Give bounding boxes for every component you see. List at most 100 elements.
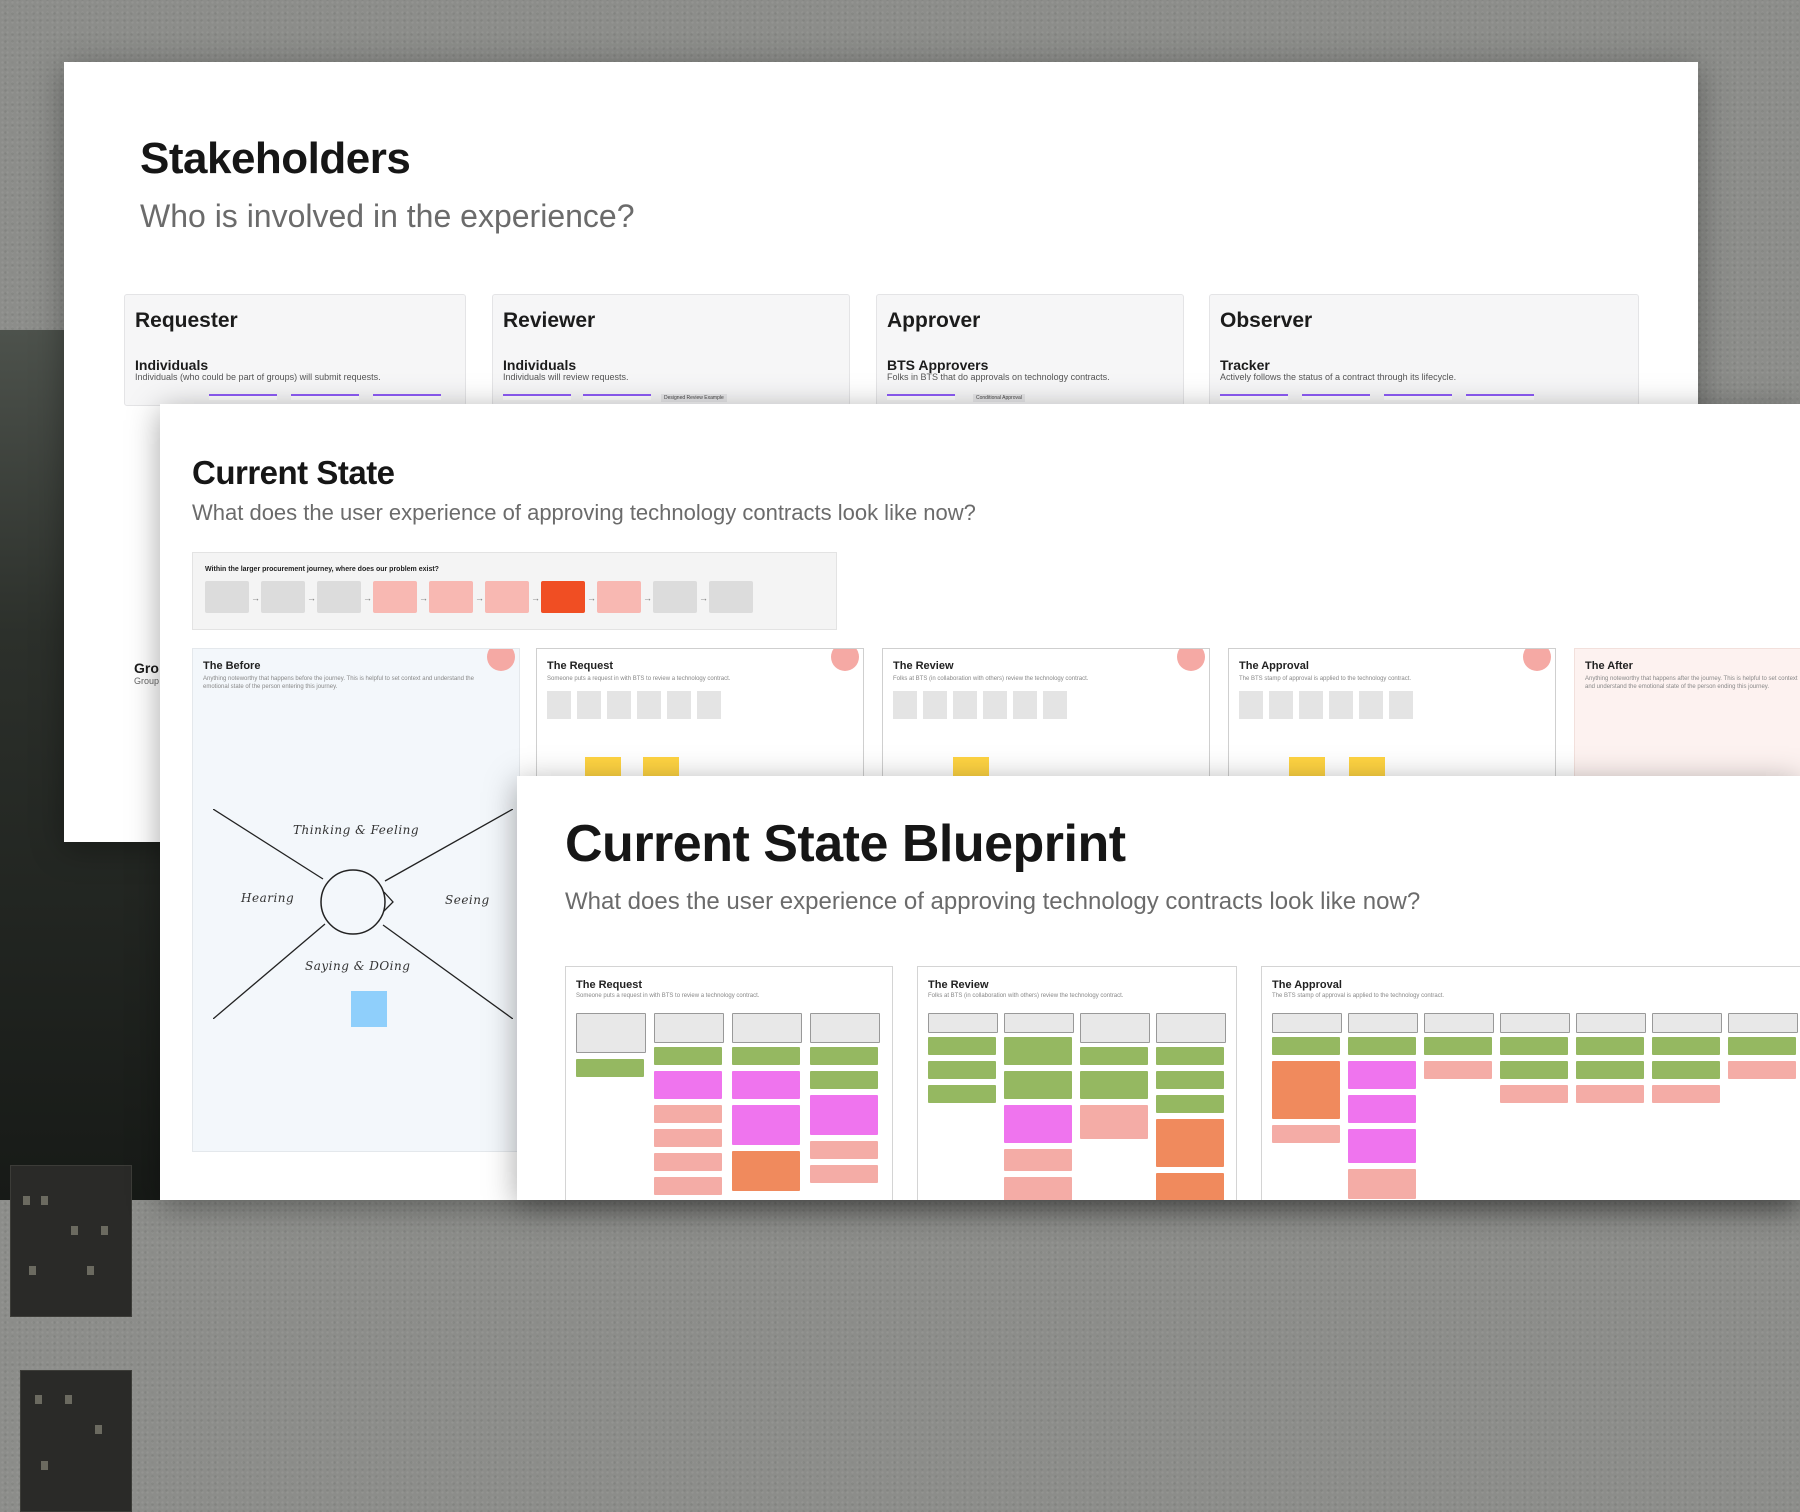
phase-title: The Request (547, 660, 614, 672)
sticky-note (577, 691, 601, 719)
arrow-right-icon: → (475, 593, 484, 603)
actor-cell (1080, 1047, 1148, 1065)
step-cell (1080, 1013, 1150, 1043)
actor-cell (1576, 1061, 1644, 1079)
actor-cell (732, 1047, 800, 1065)
phase-the-after[interactable]: The After Anything noteworthy that happe… (1574, 648, 1800, 779)
system-cell (654, 1177, 722, 1195)
feeling-cell (732, 1071, 800, 1099)
actor-cell (1348, 1037, 1416, 1055)
phase-the-before[interactable]: The Before Anything noteworthy that happ… (192, 648, 520, 1152)
stakeholder-card-reviewer[interactable]: Reviewer Individuals Individuals will re… (492, 294, 850, 406)
example-label: Designed Review Example (661, 394, 727, 402)
actor-cell (576, 1059, 644, 1077)
feeling-cell (1348, 1129, 1416, 1163)
stakeholders-subtitle: Who is involved in the experience? (140, 198, 635, 234)
persona-card-tab (373, 394, 441, 400)
journey-stage (709, 581, 753, 613)
step-cell (654, 1013, 724, 1043)
phase-the-review[interactable]: The Review Folks at BTS (in collaboratio… (882, 648, 1210, 779)
phase-title: The After (1585, 660, 1633, 672)
stakeholder-type: Individuals (135, 357, 209, 373)
arrow-right-icon: → (307, 593, 316, 603)
current-state-title: Current State (192, 454, 395, 491)
actor-cell (1652, 1061, 1720, 1079)
feeling-cell (1348, 1095, 1416, 1123)
journey-stage (429, 581, 473, 613)
persona-card-tab (503, 394, 571, 400)
system-cell (1728, 1061, 1796, 1079)
actor-cell (1004, 1037, 1072, 1065)
system-cell (654, 1129, 722, 1147)
arrow-right-icon: → (643, 593, 652, 603)
sticky-note (547, 691, 571, 719)
stakeholder-name: Approver (887, 309, 981, 332)
issue-cell (1156, 1173, 1224, 1200)
system-cell (810, 1141, 878, 1159)
sticky-badge (831, 649, 859, 671)
groups-subtitle: Group (134, 676, 160, 686)
stakeholder-card-observer[interactable]: Observer Tracker Actively follows the st… (1209, 294, 1639, 406)
phase-desc: The BTS stamp of approval is applied to … (1239, 676, 1412, 682)
phase-desc: Folks at BTS (in collaboration with othe… (893, 676, 1089, 682)
blueprint-card-title: The Request (576, 979, 643, 991)
step-cell (732, 1013, 802, 1043)
phase-the-approval[interactable]: The Approval The BTS stamp of approval i… (1228, 648, 1556, 779)
system-cell (810, 1165, 878, 1183)
step-cell (1424, 1013, 1494, 1033)
blueprint-card-title: The Review (928, 979, 989, 991)
system-cell (1004, 1149, 1072, 1171)
blueprint-card-approval[interactable]: The Approval The BTS stamp of approval i… (1261, 966, 1800, 1200)
blueprint-card-desc: The BTS stamp of approval is applied to … (1272, 993, 1445, 999)
sticky-note (1043, 691, 1067, 719)
sticky-note (667, 691, 691, 719)
stakeholder-desc: Individuals (who could be part of groups… (135, 372, 381, 382)
feeling-cell (1004, 1105, 1072, 1143)
actor-cell (1576, 1037, 1644, 1055)
system-cell (654, 1105, 722, 1123)
sticky-badge (1523, 649, 1551, 671)
blueprint-card-review[interactable]: The Review Folks at BTS (in collaboratio… (917, 966, 1237, 1200)
actor-cell (1156, 1071, 1224, 1089)
procurement-journey-map[interactable]: Within the larger procurement journey, w… (192, 552, 837, 630)
system-cell (1004, 1177, 1072, 1200)
journey-stage (653, 581, 697, 613)
actor-cell (928, 1037, 996, 1055)
sticky-note[interactable] (351, 991, 387, 1027)
stakeholder-card-requester[interactable]: Requester Individuals Individuals (who c… (124, 294, 466, 406)
phase-title: The Approval (1239, 660, 1309, 672)
actor-cell (1004, 1071, 1072, 1099)
persona-card-tab (209, 394, 277, 400)
step-cell (1500, 1013, 1570, 1033)
feeling-cell (732, 1105, 800, 1145)
phase-title: The Before (203, 660, 261, 672)
phase-desc: Someone puts a request in with BTS to re… (547, 676, 731, 682)
actor-cell (1080, 1071, 1148, 1099)
current-state-subtitle: What does the user experience of approvi… (192, 500, 976, 525)
persona-card-tab (1384, 394, 1452, 400)
system-cell (1652, 1085, 1720, 1103)
step-cell (1156, 1013, 1226, 1043)
system-cell (654, 1153, 722, 1171)
journey-stage-highlight (541, 581, 585, 613)
system-cell (1272, 1125, 1340, 1143)
phase-the-request[interactable]: The Request Someone puts a request in wi… (536, 648, 864, 779)
empathy-map: Thinking & Feeling Hearing Seeing Saying… (212, 808, 514, 1020)
sticky-note (1289, 757, 1325, 778)
persona-card-tab (1466, 394, 1534, 400)
journey-stage (485, 581, 529, 613)
stakeholder-name: Reviewer (503, 309, 596, 332)
stakeholder-name: Observer (1220, 309, 1313, 332)
sticky-note (697, 691, 721, 719)
sticky-badge (487, 649, 515, 671)
journey-stage (317, 581, 361, 613)
example-label: Conditional Approval (973, 394, 1025, 402)
blueprint-card-request[interactable]: The Request Someone puts a request in wi… (565, 966, 893, 1200)
step-cell (810, 1013, 880, 1043)
actor-cell (1424, 1037, 1492, 1055)
step-cell (1728, 1013, 1798, 1033)
persona-card-tab (583, 394, 651, 400)
blueprint-board[interactable]: Current State Blueprint What does the us… (517, 776, 1800, 1200)
house-silhouette (20, 1370, 132, 1512)
stakeholder-card-approver[interactable]: Approver BTS Approvers Folks in BTS that… (876, 294, 1184, 406)
